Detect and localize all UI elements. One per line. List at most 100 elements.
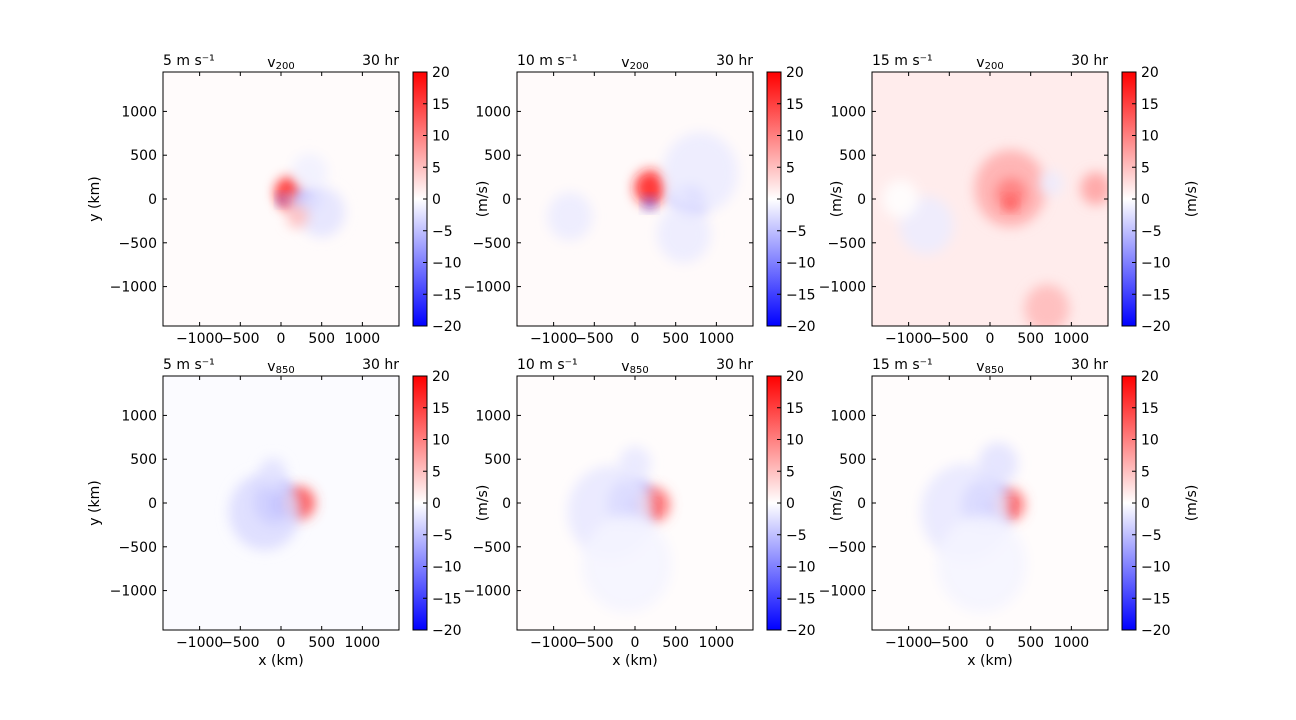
colorbar-tick-label: −15: [786, 287, 816, 303]
x-tick-label: 1000: [1054, 635, 1090, 651]
field-blob: [618, 446, 652, 481]
y-tick-label: −1000: [110, 280, 157, 296]
x-tick-label: −500: [575, 331, 613, 347]
colorbar-label: (m/s): [1184, 485, 1200, 522]
y-tick-label: 1000: [475, 408, 511, 424]
x-tick-label: −1000: [176, 635, 223, 651]
field-blob: [547, 192, 593, 241]
variable-level: 200: [985, 61, 1004, 72]
y-tick-label: −500: [119, 236, 157, 252]
colorbar-label: (m/s): [475, 181, 491, 218]
variable-level: 200: [630, 61, 649, 72]
y-tick-label: −1000: [110, 584, 157, 600]
colorbar-tick-label: 0: [1141, 192, 1150, 208]
colorbar-tick-label: 0: [786, 496, 795, 512]
colorbar-tick-label: −15: [1141, 287, 1171, 303]
field-blob: [978, 442, 1018, 485]
panel-title-left: 10 m s⁻¹: [517, 53, 578, 69]
colorbar-tick-label: 15: [1141, 401, 1159, 417]
colorbar-tick-label: 10: [786, 129, 804, 145]
colorbar-tick-label: 10: [432, 433, 450, 449]
field-blob: [278, 195, 288, 205]
y-axis-label: y (km): [87, 176, 103, 221]
colorbar-tick-label: −15: [786, 591, 816, 607]
field-blob: [1024, 284, 1070, 326]
y-tick-label: 1000: [830, 104, 866, 120]
field-blob: [656, 205, 711, 263]
y-tick-label: −500: [473, 540, 511, 556]
x-axis-label: x (km): [258, 653, 303, 669]
x-tick-label: −500: [930, 635, 968, 651]
panel-title-left: 15 m s⁻¹: [872, 53, 933, 69]
panel-title-center: v200: [976, 55, 1003, 72]
variable-name: v: [267, 359, 275, 375]
y-tick-label: 500: [484, 452, 511, 468]
colorbar-tick-label: 5: [786, 160, 795, 176]
y-tick-label: 1000: [121, 408, 157, 424]
panel-title-right: 30 hr: [1071, 53, 1108, 69]
colorbar-tick-label: 20: [432, 65, 450, 81]
x-tick-label: 500: [308, 331, 335, 347]
colorbar-tick-label: 20: [1141, 65, 1159, 81]
field-blob: [1039, 170, 1063, 196]
variable-name: v: [976, 55, 984, 71]
y-tick-label: 500: [839, 148, 866, 164]
panel-title-right: 30 hr: [716, 357, 753, 373]
x-tick-label: 500: [1017, 635, 1044, 651]
colorbar-label: (m/s): [1184, 181, 1200, 218]
x-tick-label: 0: [631, 635, 640, 651]
colorbar-tick-label: −10: [1141, 560, 1171, 576]
colorbar-tick-label: −20: [1141, 319, 1171, 335]
x-tick-label: 1000: [345, 331, 381, 347]
y-tick-label: 500: [130, 452, 157, 468]
colorbar-tick-label: 15: [1141, 97, 1159, 113]
variable-level: 850: [985, 365, 1004, 376]
variable-name: v: [621, 359, 629, 375]
field-blob: [634, 170, 667, 205]
field-blob: [1004, 197, 1016, 210]
colorbar-tick-label: 20: [786, 65, 804, 81]
x-tick-label: −500: [221, 331, 259, 347]
colorbar-tick-label: −5: [1141, 528, 1162, 544]
field-blob: [1080, 172, 1108, 205]
colorbar-tick-label: −20: [432, 623, 462, 639]
panel-title-right: 30 hr: [362, 53, 399, 69]
field-features: [275, 153, 345, 238]
x-tick-label: 0: [277, 331, 286, 347]
colorbar-tick-label: −5: [786, 528, 807, 544]
colorbar-tick-label: −20: [786, 319, 816, 335]
field-blob: [291, 153, 328, 192]
colorbar-tick-label: 5: [432, 464, 441, 480]
colorbar-label: (m/s): [829, 485, 845, 522]
colorbar-tick-label: −15: [1141, 591, 1171, 607]
x-tick-label: 0: [986, 331, 995, 347]
field-features: [882, 149, 1108, 326]
x-axis-label: x (km): [612, 653, 657, 669]
x-axis-label: x (km): [967, 653, 1012, 669]
x-tick-label: −500: [930, 331, 968, 347]
field-blob: [937, 516, 1027, 613]
colorbar-tick-label: −20: [432, 319, 462, 335]
x-tick-label: 500: [1017, 331, 1044, 347]
y-tick-label: −1000: [464, 584, 511, 600]
y-tick-label: 500: [484, 148, 511, 164]
field-features: [228, 457, 315, 551]
panel-title-left: 5 m s⁻¹: [163, 357, 215, 373]
colorbar-tick-label: 0: [1141, 496, 1150, 512]
y-tick-label: −1000: [819, 280, 866, 296]
panel-title-right: 30 hr: [716, 53, 753, 69]
colorbar-tick-label: −5: [1141, 224, 1162, 240]
field-blob: [298, 187, 345, 238]
x-tick-label: 0: [986, 635, 995, 651]
y-tick-label: −1000: [464, 280, 511, 296]
y-tick-label: 0: [857, 192, 866, 208]
colorbar-tick-label: 15: [786, 401, 804, 417]
variable-name: v: [976, 359, 984, 375]
colorbar-tick-label: 15: [786, 97, 804, 113]
panel-title-right: 30 hr: [362, 357, 399, 373]
y-tick-label: 500: [839, 452, 866, 468]
colorbar-tick-label: 15: [432, 401, 450, 417]
